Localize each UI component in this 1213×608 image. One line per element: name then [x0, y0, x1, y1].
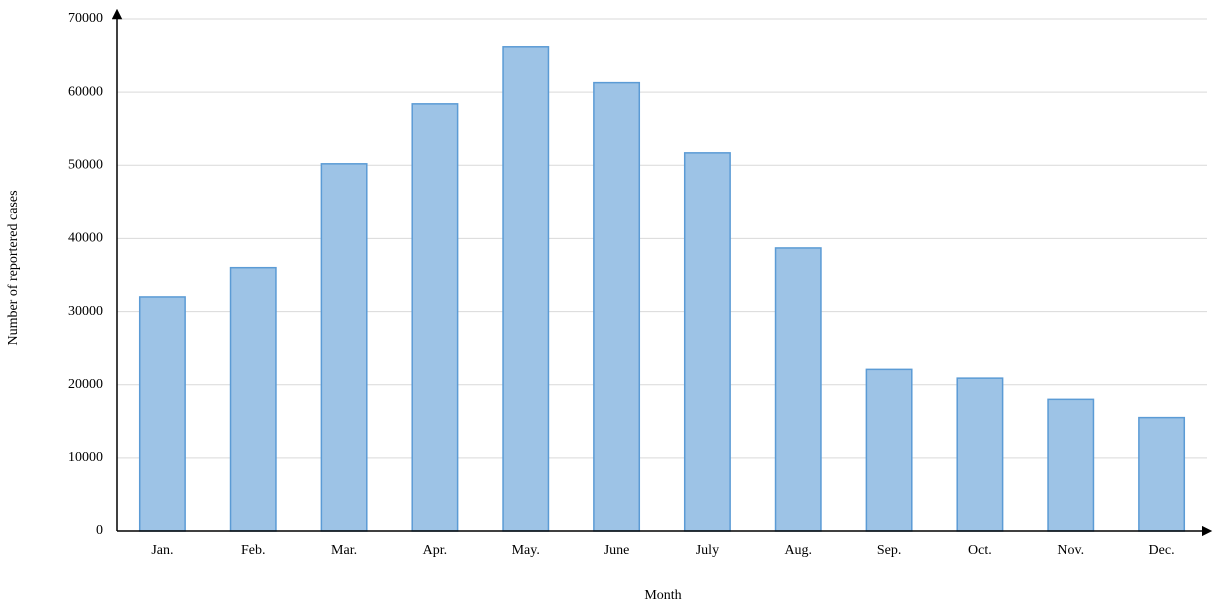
bar — [229, 266, 277, 532]
bar — [865, 368, 913, 532]
y-tick-label: 20000 — [68, 377, 103, 392]
x-tick-label: Feb. — [241, 543, 266, 558]
bar — [1138, 416, 1186, 532]
x-tick-label: Nov. — [1057, 543, 1084, 558]
bar — [774, 247, 822, 532]
x-tick-label: Mar. — [331, 543, 357, 558]
y-tick-label: 40000 — [68, 231, 103, 246]
x-axis-label: Month — [644, 588, 681, 603]
y-tick-label: 30000 — [68, 304, 103, 319]
y-axis-label: Number of reportered cases — [6, 190, 21, 345]
x-tick-label: Sep. — [877, 543, 902, 558]
y-tick-label: 70000 — [68, 11, 103, 26]
x-tick-label: May. — [512, 543, 540, 558]
x-tick-label: Oct. — [968, 543, 992, 558]
bar — [683, 152, 731, 532]
bar — [411, 103, 459, 532]
y-tick-label: 0 — [96, 523, 103, 538]
bar — [1047, 398, 1095, 532]
y-tick-label: 60000 — [68, 84, 103, 99]
y-tick-label: 10000 — [68, 450, 103, 465]
x-tick-label: July — [696, 543, 719, 558]
bar — [138, 296, 186, 532]
x-tick-label: Dec. — [1149, 543, 1175, 558]
y-tick-label: 50000 — [68, 158, 103, 173]
x-tick-label: Aug. — [784, 543, 812, 558]
x-tick-label: Apr. — [423, 543, 448, 558]
bar — [956, 377, 1004, 532]
x-tick-label: June — [604, 543, 630, 558]
bar — [320, 163, 368, 532]
x-tick-label: Jan. — [151, 543, 173, 558]
bar — [593, 81, 641, 532]
bar — [502, 46, 550, 532]
